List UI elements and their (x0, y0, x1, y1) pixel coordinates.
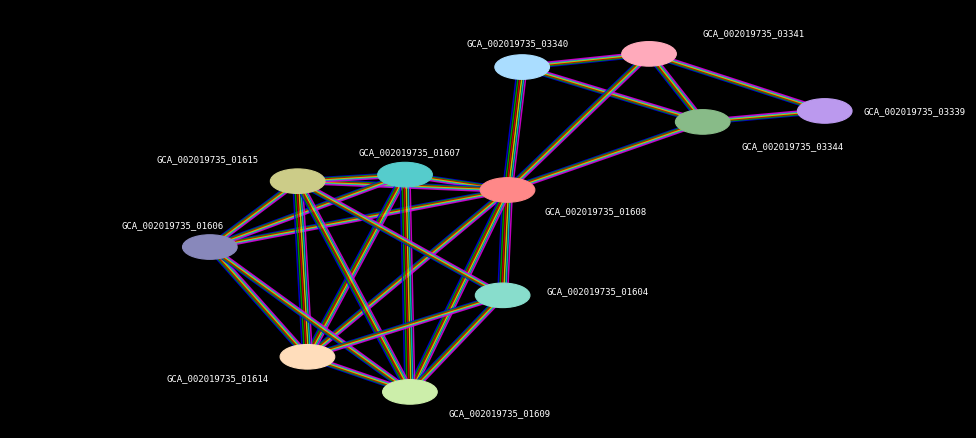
Text: GCA_002019735_01608: GCA_002019735_01608 (545, 207, 647, 216)
Circle shape (480, 178, 535, 203)
Circle shape (675, 110, 730, 135)
Text: GCA_002019735_01614: GCA_002019735_01614 (166, 374, 268, 382)
Text: GCA_002019735_03339: GCA_002019735_03339 (864, 107, 966, 116)
Circle shape (622, 42, 676, 67)
Text: GCA_002019735_01604: GCA_002019735_01604 (547, 287, 649, 296)
Text: GCA_002019735_01609: GCA_002019735_01609 (449, 409, 551, 417)
Circle shape (383, 380, 437, 404)
Circle shape (270, 170, 325, 194)
Circle shape (495, 56, 549, 80)
Circle shape (378, 163, 432, 187)
Circle shape (183, 235, 237, 260)
Circle shape (475, 283, 530, 308)
Text: GCA_002019735_01615: GCA_002019735_01615 (156, 155, 259, 163)
Circle shape (797, 99, 852, 124)
Text: GCA_002019735_01606: GCA_002019735_01606 (122, 221, 224, 230)
Circle shape (280, 345, 335, 369)
Text: GCA_002019735_03341: GCA_002019735_03341 (703, 29, 805, 38)
Text: GCA_002019735_03340: GCA_002019735_03340 (467, 39, 568, 48)
Text: GCA_002019735_03344: GCA_002019735_03344 (742, 142, 844, 151)
Text: GCA_002019735_01607: GCA_002019735_01607 (359, 148, 461, 157)
